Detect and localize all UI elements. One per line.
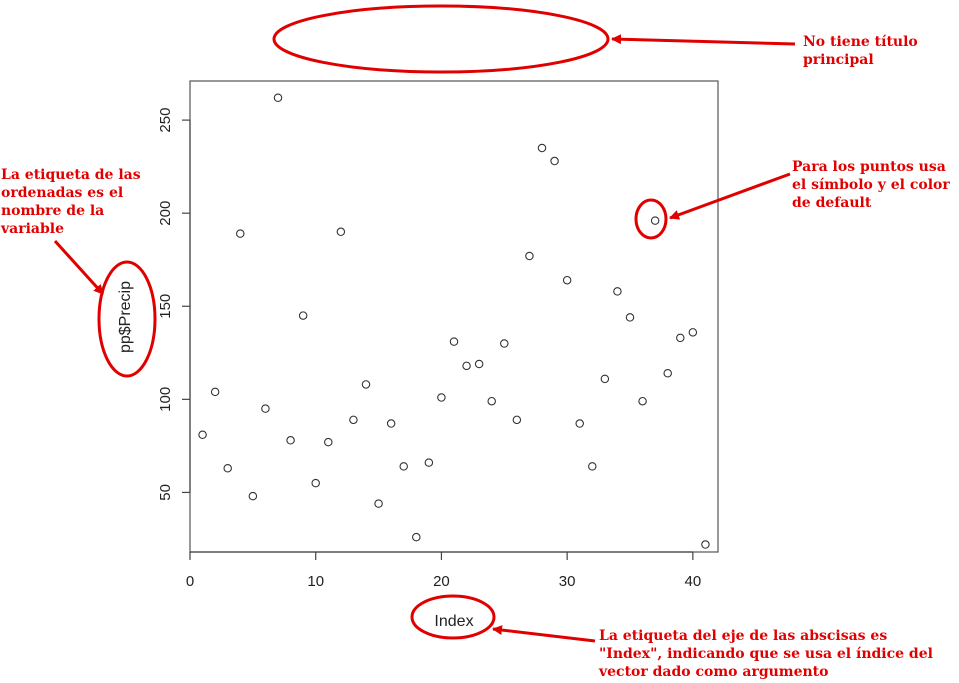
x-tick-label: 10 — [307, 573, 324, 590]
ylabel-note: La etiqueta de las ordenadas es el nombr… — [1, 167, 141, 237]
data-point — [500, 339, 509, 348]
data-point — [311, 478, 320, 488]
data-point — [248, 491, 258, 501]
data-point — [600, 374, 610, 384]
data-point — [650, 216, 660, 225]
data-point — [474, 359, 484, 369]
data-point — [575, 419, 584, 428]
xlabel-highlight-ellipse — [410, 594, 496, 640]
x-tick-label: 0 — [186, 573, 194, 590]
data-point — [663, 369, 672, 378]
data-point — [336, 227, 346, 237]
x-axis-title: Index — [434, 613, 473, 630]
data-point — [424, 458, 434, 467]
data-point — [361, 380, 371, 389]
data-point — [487, 396, 496, 406]
data-point — [550, 156, 559, 166]
data-point — [437, 393, 446, 402]
data-point — [412, 532, 421, 542]
data-point — [449, 337, 459, 346]
data-point — [374, 499, 383, 508]
data-point — [298, 311, 308, 320]
title-note: No tiene título principal — [803, 34, 918, 68]
y-tick-label: 200 — [157, 201, 174, 226]
data-point — [286, 436, 295, 445]
data-point — [701, 540, 710, 549]
points-note: Para los puntos usa el símbolo y el colo… — [792, 159, 950, 211]
data-point — [236, 229, 245, 238]
xlabel-note: La etiqueta del eje de las abscisas es "… — [599, 628, 933, 680]
data-point — [588, 462, 597, 471]
x-tick-label: 20 — [433, 573, 450, 590]
point-highlight-ellipse — [634, 198, 668, 240]
data-point — [399, 462, 408, 471]
data-point — [676, 333, 685, 343]
data-point — [613, 287, 622, 296]
y-tick-label: 50 — [157, 484, 174, 501]
y-axis: 50 100 150 200 250 — [157, 108, 191, 501]
data-point — [638, 396, 647, 406]
data-point — [525, 251, 534, 261]
x-tick-label: 30 — [559, 573, 576, 590]
data-point — [324, 437, 333, 447]
ylabel-highlight-ellipse — [97, 260, 157, 378]
data-point — [462, 361, 471, 371]
data-point — [223, 463, 232, 473]
data-point — [386, 419, 396, 428]
x-tick-label: 40 — [685, 573, 702, 590]
title-arrow — [611, 34, 796, 46]
ylabel-arrow — [53, 239, 105, 296]
data-point — [625, 313, 635, 322]
plot-frame — [189, 80, 719, 553]
data-point — [688, 328, 698, 337]
y-axis-title: pp$Precip — [117, 281, 134, 353]
data-point — [512, 415, 522, 425]
data-point — [537, 143, 547, 153]
y-tick-label: 250 — [157, 108, 174, 133]
data-point — [349, 415, 358, 425]
xlabel-arrow — [492, 625, 596, 643]
annotation-marks — [53, 4, 796, 643]
y-tick-label: 100 — [157, 387, 174, 412]
point-arrow — [669, 172, 791, 220]
data-point — [261, 404, 270, 413]
data-point — [273, 93, 283, 103]
title-highlight-ellipse — [272, 4, 610, 74]
data-point — [210, 387, 220, 397]
y-tick-label: 150 — [157, 294, 174, 319]
x-axis: 0 10 20 30 40 — [186, 551, 702, 590]
data-points — [198, 93, 710, 549]
data-point — [562, 275, 572, 285]
data-point — [198, 430, 207, 439]
